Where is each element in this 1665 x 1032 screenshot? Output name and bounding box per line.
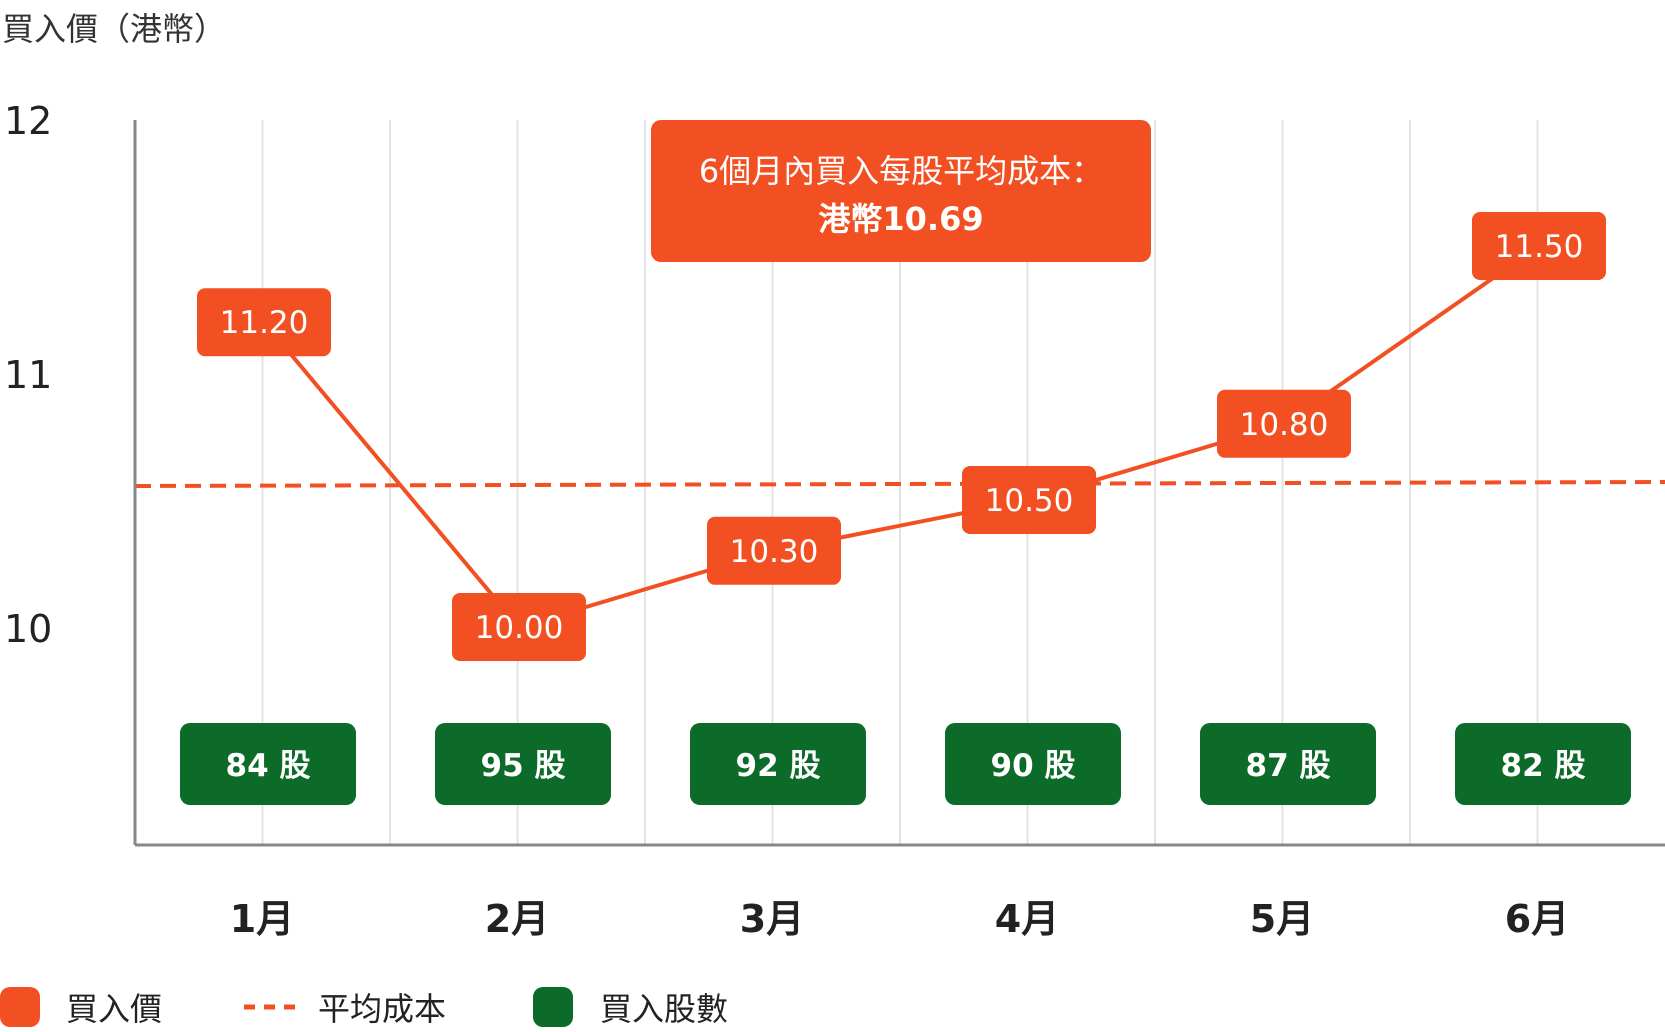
price-point-box (197, 288, 331, 357)
x-tick-label: 6月 (1505, 897, 1569, 941)
price-point-box (452, 593, 586, 661)
price-point-box (962, 466, 1096, 534)
price-point-box (1472, 212, 1606, 280)
average-annotation: 6個月內買入每股平均成本： 港幣10.69 (651, 120, 1151, 262)
shares-badge: 82 股 (1455, 723, 1631, 805)
price-point-label: 10.50 (985, 483, 1074, 519)
price-point-label: 10.00 (475, 610, 564, 646)
annotation-line-1: 6個月內買入每股平均成本： (699, 152, 1103, 190)
price-point: 10.00 (452, 593, 586, 661)
price-point-box (707, 516, 841, 585)
shares-badge: 95 股 (435, 723, 611, 805)
shares-badge-box (1455, 723, 1631, 805)
shares-badge: 84 股 (180, 723, 356, 805)
shares-badge-label: 90 股 (991, 748, 1076, 784)
shares-badge: 87 股 (1200, 723, 1376, 805)
price-point-label: 10.30 (730, 534, 819, 570)
shares-badges: 84 股 95 股 92 股 90 股 87 股 82 股 (180, 723, 1631, 805)
price-point: 11.50 (1472, 212, 1606, 280)
shares-badge-label: 87 股 (1246, 748, 1331, 784)
annotation-line-2: 港幣10.69 (818, 200, 983, 238)
annotation-box (651, 120, 1151, 262)
shares-badge: 92 股 (690, 723, 866, 805)
x-tick-label: 2月 (485, 897, 549, 941)
shares-badge-box (1200, 723, 1376, 805)
shares-badge-label: 84 股 (226, 748, 311, 784)
y-axis-title: 買入價（港幣） (2, 10, 226, 48)
y-tick-11: 11 (4, 353, 52, 397)
price-point-label: 11.20 (220, 305, 309, 341)
shares-badge-box (435, 723, 611, 805)
shares-badge-label: 95 股 (481, 748, 566, 784)
y-tick-12: 12 (4, 99, 52, 143)
legend-shares-swatch (533, 987, 573, 1027)
price-points: 11.20 10.00 10.30 10.50 10.80 11.50 (197, 212, 1606, 661)
shares-badge-box (945, 723, 1121, 805)
shares-badge-label: 92 股 (736, 748, 821, 784)
legend-price-swatch (0, 987, 40, 1027)
price-point: 10.50 (962, 466, 1096, 534)
shares-badge: 90 股 (945, 723, 1121, 805)
y-tick-10: 10 (4, 607, 52, 651)
price-point: 11.20 (197, 288, 331, 357)
price-point-box (1217, 389, 1351, 458)
price-point-label: 11.50 (1495, 229, 1584, 265)
x-tick-label: 4月 (995, 897, 1059, 941)
shares-badge-label: 82 股 (1501, 748, 1586, 784)
legend-average-label: 平均成本 (318, 990, 446, 1028)
x-tick-label: 3月 (740, 897, 804, 941)
average-cost-line (134, 480, 1665, 488)
legend-price-label: 買入價 (66, 990, 162, 1028)
legend: 買入價 平均成本 買入股數 (0, 987, 728, 1028)
legend-shares-label: 買入股數 (600, 990, 728, 1028)
shares-badge-box (180, 723, 356, 805)
x-tick-label: 5月 (1250, 897, 1314, 941)
price-point-label: 10.80 (1240, 407, 1329, 443)
price-point: 10.80 (1217, 389, 1351, 458)
x-tick-label: 1月 (230, 897, 294, 941)
shares-badge-box (690, 723, 866, 805)
price-point: 10.30 (707, 516, 841, 585)
x-tick-labels: 1月 2月 3月 4月 5月 6月 (230, 897, 1569, 941)
